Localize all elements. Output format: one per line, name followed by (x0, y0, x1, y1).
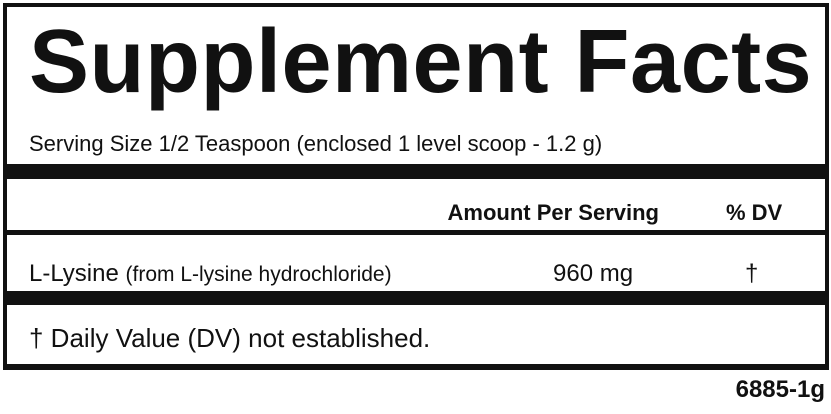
product-code: 6885-1g (735, 376, 825, 403)
nutrient-amount: 960 mg (553, 260, 634, 287)
nutrient-label: L-Lysine (29, 260, 119, 287)
amount-per-serving-header: Amount Per Serving (447, 200, 659, 225)
footnote: † Daily Value (DV) not established. (29, 323, 431, 353)
thin-divider (7, 230, 825, 235)
supplement-facts-panel: Supplement Facts Serving Size 1/2 Teaspo… (3, 3, 829, 370)
serving-size: Serving Size 1/2 Teaspoon (enclosed 1 le… (29, 131, 603, 156)
thick-divider (7, 291, 825, 305)
panel-title: Supplement Facts (29, 12, 813, 112)
nutrient-dv: † (745, 260, 759, 287)
thick-divider (7, 164, 825, 179)
nutrient-source: (from L-lysine hydrochloride) (125, 263, 392, 286)
nutrient-name: L-Lysine (from L-lysine hydrochloride) (29, 260, 392, 288)
dv-header: % DV (726, 200, 783, 225)
